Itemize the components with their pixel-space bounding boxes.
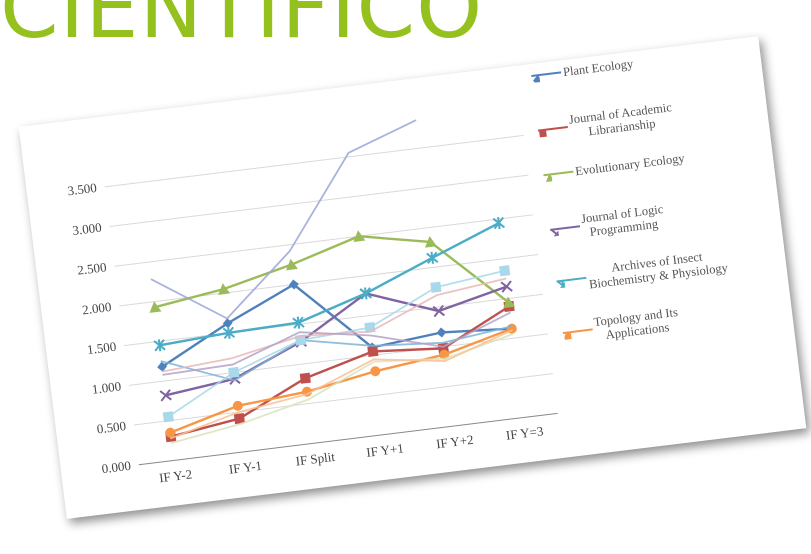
x-tick-label: IF Y=3 <box>505 423 544 442</box>
data-point <box>370 366 381 377</box>
data-point <box>228 366 240 379</box>
data-point <box>286 258 298 271</box>
series-line <box>161 283 513 368</box>
series-line <box>170 329 513 440</box>
data-point <box>426 251 439 265</box>
y-tick-label: 1.000 <box>91 378 122 396</box>
data-point <box>367 345 379 357</box>
data-point <box>492 216 506 230</box>
legend-swatch <box>556 277 587 289</box>
y-tick-label: 2.000 <box>81 299 112 317</box>
series-line <box>164 285 508 397</box>
chart-card: 0.000 0.500 1.000 1.500 2.000 2.500 3.000 3.500… <box>18 36 807 519</box>
legend-swatch <box>562 328 593 341</box>
x-tick-label: IF Y+2 <box>435 432 474 451</box>
legend-marker <box>532 75 541 84</box>
series-8 <box>160 325 513 382</box>
y-tick-label: 3.500 <box>67 180 98 198</box>
legend-marker <box>539 129 547 138</box>
series-line <box>160 325 513 382</box>
legend-marker <box>556 279 566 289</box>
x-axis-line <box>138 412 558 466</box>
legend-swatch <box>550 225 581 238</box>
gridline <box>104 134 524 188</box>
series-13 <box>162 311 511 376</box>
legend-swatch <box>537 126 568 138</box>
data-point <box>233 412 245 425</box>
series-12 <box>170 329 513 440</box>
data-point <box>222 318 233 329</box>
data-point <box>159 389 172 402</box>
series-line <box>158 221 501 347</box>
series-7 <box>150 119 417 320</box>
series-5 <box>153 216 506 352</box>
gridline <box>114 214 534 267</box>
data-point <box>499 265 511 277</box>
legend-marker <box>544 173 553 183</box>
data-point <box>288 279 299 290</box>
gridline <box>133 373 553 426</box>
data-point <box>503 296 516 309</box>
series-11 <box>170 333 514 444</box>
legend-item: Evolutionary Ecology <box>543 151 686 183</box>
data-point <box>353 230 366 242</box>
legend-item: Archives of Insect Biochemistry & Physio… <box>555 247 729 296</box>
y-tick-label: 3.000 <box>72 220 103 238</box>
data-point <box>232 400 243 411</box>
data-point <box>222 326 236 339</box>
data-point <box>432 304 445 318</box>
data-point <box>292 316 305 329</box>
series-line <box>150 119 417 320</box>
x-tick-label: IF Y+1 <box>365 440 404 459</box>
series-line <box>169 305 511 438</box>
x-tick-label: IF Y-2 <box>158 466 193 485</box>
y-tick-label: 0.500 <box>96 418 127 436</box>
legend-item: Journal of Logic Programming <box>549 202 666 245</box>
series-line <box>170 333 514 444</box>
legend-marker <box>564 332 572 341</box>
gridline <box>124 293 544 347</box>
data-point <box>162 411 174 423</box>
series-layer <box>149 119 517 444</box>
y-tick-label: 1.500 <box>86 339 117 357</box>
legend-item: Topology and Its Applications <box>561 305 680 348</box>
data-point <box>153 339 166 352</box>
data-point <box>430 281 442 293</box>
axis-layer: 0.000 0.500 1.000 1.500 2.000 2.500 3.000 3.500… <box>67 180 558 485</box>
data-point <box>299 372 311 384</box>
data-point <box>165 427 176 438</box>
chart-legend: Plant Ecology Journal of Academic Librari… <box>530 42 753 342</box>
legend-item: Plant Ecology <box>530 57 634 84</box>
x-tick-label: IF Split <box>295 449 336 469</box>
legend-swatch <box>531 71 562 84</box>
data-point <box>424 236 437 248</box>
y-tick-label: 0.000 <box>101 458 132 476</box>
series-line <box>162 311 511 376</box>
data-point <box>436 327 447 338</box>
data-point <box>149 301 162 313</box>
y-tick-label: 2.500 <box>76 259 107 277</box>
grid-layer <box>104 134 553 426</box>
data-point <box>157 361 168 372</box>
legend-swatch <box>543 170 574 183</box>
line-chart: 0.000 0.500 1.000 1.500 2.000 2.500 3.000 3.500… <box>67 119 558 485</box>
data-point <box>218 283 231 295</box>
slide-title: CIENTÍFICO <box>0 0 484 57</box>
legend-item: Journal of Academic Librarianship <box>536 100 674 145</box>
data-point <box>500 280 513 293</box>
data-point <box>359 287 372 300</box>
x-tick-label: IF Y-1 <box>228 458 263 477</box>
legend-marker <box>550 228 560 238</box>
